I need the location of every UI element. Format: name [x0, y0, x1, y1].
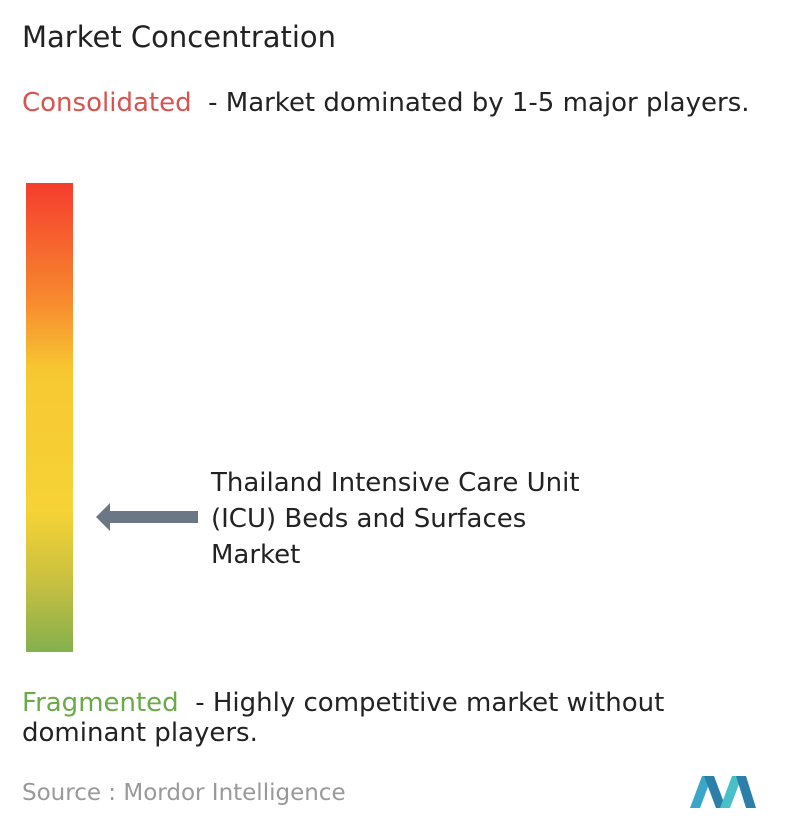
logo-part: [704, 776, 726, 808]
consolidated-text: Consolidated - Market dominated by 1-5 m…: [22, 88, 782, 118]
fragmented-label: Fragmented: [22, 688, 179, 718]
market-label: Thailand Intensive Care Unit (ICU) Beds …: [211, 468, 580, 570]
source-name: Mordor Intelligence: [123, 780, 346, 806]
arrow: [96, 503, 198, 531]
title: Market Concentration: [22, 20, 337, 54]
logo-part: [736, 776, 756, 808]
logo: [690, 776, 756, 808]
arrow-shape: [96, 503, 198, 531]
consolidated-label: Consolidated: [22, 88, 192, 118]
consolidated-description: - Market dominated by 1-5 major players.: [208, 88, 750, 118]
fragmented-text: Fragmented - Highly competitive market w…: [22, 688, 782, 748]
fragmented-description: - Highly competitive market without domi…: [22, 688, 665, 748]
concentration-gradient: [26, 183, 73, 652]
source-label: Source :: [22, 780, 117, 806]
source: Source : Mordor Intelligence: [22, 780, 346, 806]
logo-part: [720, 776, 742, 808]
logo-part: [690, 776, 712, 808]
